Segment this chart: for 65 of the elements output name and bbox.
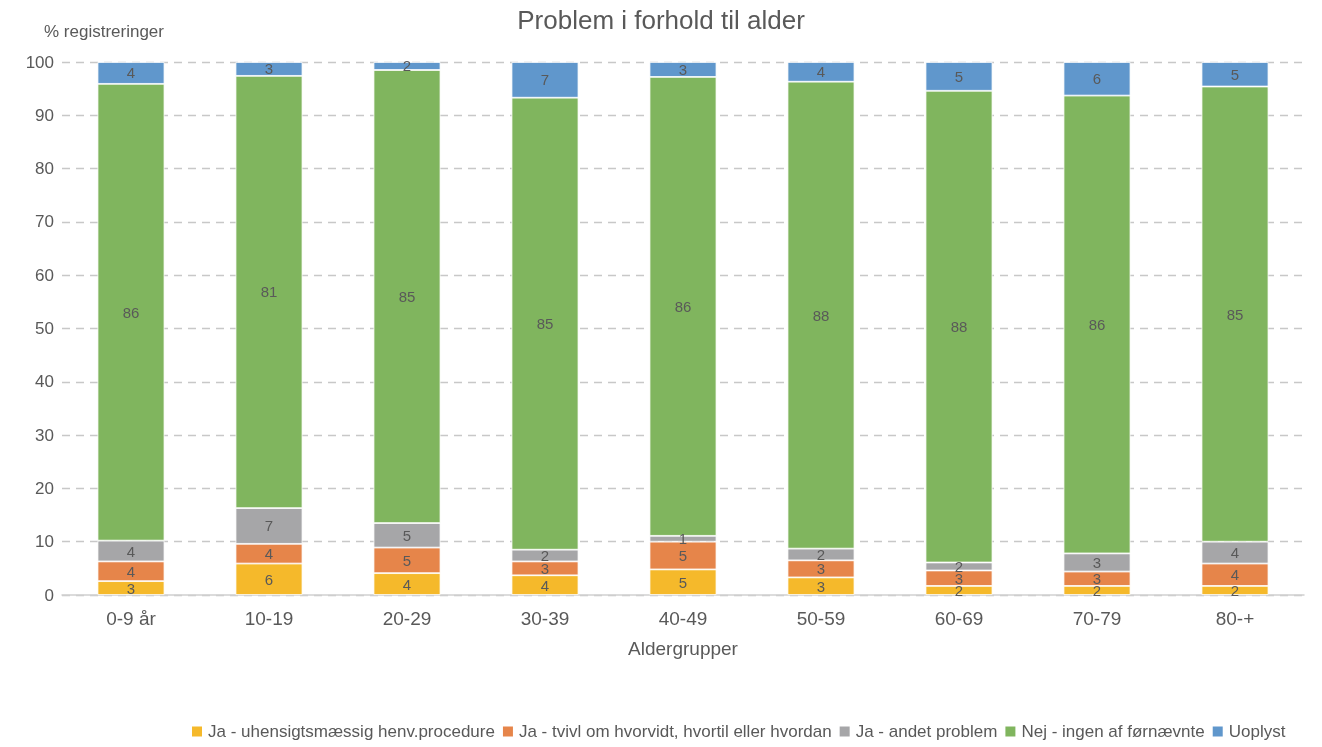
legend-label: Nej - ingen af førnævnte [1021, 722, 1205, 741]
data-label: 3 [678, 60, 688, 78]
data-label: 4 [126, 64, 136, 82]
data-label: 4 [816, 63, 826, 81]
data-label: 3 [126, 579, 136, 597]
data-label: 86 [1088, 316, 1106, 333]
legend-label: Ja - tvivl om hvorvidt, hvortil eller hvordan [518, 722, 832, 741]
y-tick-label: 20 [35, 478, 54, 498]
legend-label: Ja - uhensigtsmæssig henv.procedure [208, 722, 495, 741]
data-label: 85 [398, 288, 416, 306]
data-label: 4 [126, 562, 136, 580]
y-axis-title: % registreringer [44, 22, 165, 41]
data-label: 4 [264, 545, 274, 563]
x-tick-label: 60-69 [934, 608, 984, 629]
data-label: 5 [678, 573, 688, 591]
chart-title: Problem i forhold til alder [517, 5, 806, 35]
data-label: 7 [264, 517, 274, 535]
data-label: 5 [678, 547, 688, 565]
y-tick-label: 80 [35, 159, 54, 179]
data-label: 4 [1230, 566, 1240, 584]
data-label: 4 [402, 575, 412, 593]
data-label: 5 [402, 551, 412, 569]
data-label: 85 [536, 315, 554, 333]
data-label: 88 [950, 318, 968, 336]
data-label: 3 [816, 577, 826, 595]
x-tick-label: 50-59 [796, 608, 846, 629]
data-label: 85 [1226, 305, 1244, 323]
data-label: 4 [1230, 544, 1240, 562]
legend-label: Ja - andet problem [855, 722, 998, 741]
data-label: 2 [540, 547, 550, 565]
data-label: 4 [540, 576, 550, 594]
x-tick-label: 20-29 [382, 608, 432, 629]
x-tick-label: 10-19 [244, 608, 294, 629]
data-label: 6 [264, 570, 274, 588]
legend-label: Uoplyst [1228, 722, 1286, 741]
y-tick-label: 40 [35, 372, 54, 392]
data-label: 86 [674, 297, 692, 315]
y-tick-label: 60 [35, 265, 54, 285]
data-label: 3 [264, 60, 274, 78]
data-label: 3 [1092, 553, 1102, 571]
data-label: 88 [812, 306, 830, 324]
x-tick-label: 0-9 år [106, 608, 157, 629]
x-axis-title: Aldergrupper [628, 638, 739, 659]
x-tick-label: 40-49 [658, 608, 708, 629]
data-label: 6 [1092, 70, 1102, 88]
y-tick-label: 100 [25, 52, 54, 72]
data-label: 2 [816, 545, 826, 563]
y-tick-label: 0 [44, 585, 54, 605]
data-label: 3 [816, 560, 826, 578]
data-label: 5 [1230, 65, 1240, 83]
x-tick-label: 80-+ [1215, 608, 1255, 629]
x-tick-label: 70-79 [1072, 608, 1122, 629]
data-label: 5 [402, 526, 412, 544]
data-label: 4 [126, 542, 136, 560]
y-tick-label: 90 [35, 105, 54, 125]
y-tick-label: 30 [35, 425, 54, 445]
data-label: 1 [678, 530, 688, 548]
data-label: 5 [954, 67, 964, 85]
data-label: 81 [260, 283, 278, 301]
y-tick-label: 70 [35, 212, 54, 232]
x-tick-label: 30-39 [520, 608, 570, 629]
y-tick-label: 10 [35, 532, 54, 552]
data-label: 86 [122, 303, 140, 321]
data-label: 7 [540, 71, 550, 89]
y-tick-label: 50 [35, 319, 54, 338]
